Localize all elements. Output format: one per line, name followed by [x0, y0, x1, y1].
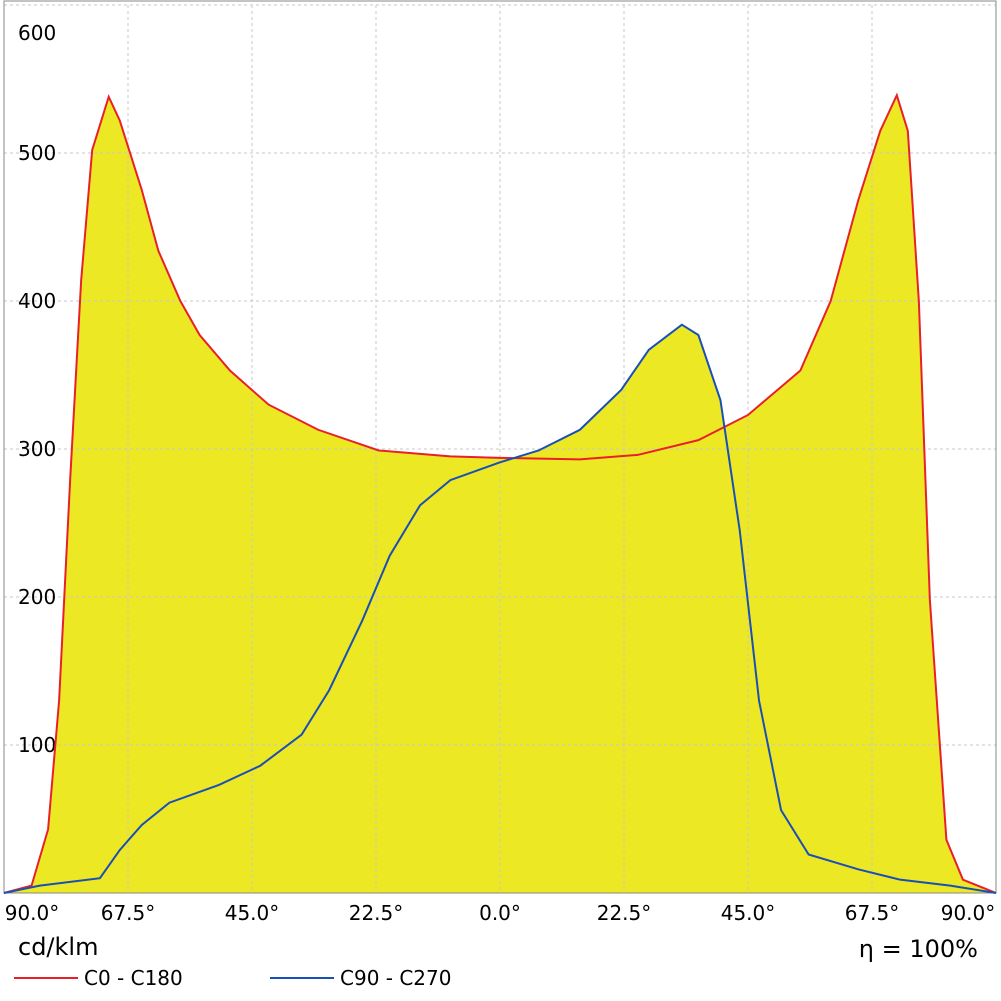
- x-tick-label: 45.0°: [225, 901, 280, 925]
- efficiency-annotation: η = 100%: [859, 935, 978, 963]
- y-tick-label: 300: [18, 437, 56, 461]
- unit-label: cd/klm: [18, 933, 98, 961]
- series-line: [3, 323, 997, 894]
- plot-frame: [3, 0, 997, 894]
- series-line: [3, 92, 997, 894]
- y-tick-label: 500: [18, 141, 56, 165]
- x-tick-label: 0.0°: [479, 901, 521, 925]
- x-tick-label: 22.5°: [597, 901, 652, 925]
- x-tick-label: 90.0°: [5, 901, 60, 925]
- x-tick-label: 45.0°: [721, 901, 776, 925]
- legend-label: C90 - C270: [340, 966, 451, 990]
- x-tick-label: 67.5°: [845, 901, 900, 925]
- y-tick-label: 600: [18, 21, 56, 45]
- x-tick-label: 67.5°: [101, 901, 156, 925]
- x-tick-label: 90.0°: [941, 901, 996, 925]
- legend-label: C0 - C180: [84, 966, 183, 990]
- y-tick-label: 100: [18, 733, 56, 757]
- y-tick-label: 200: [18, 585, 56, 609]
- x-tick-label: 22.5°: [349, 901, 404, 925]
- y-tick-label: 400: [18, 289, 56, 313]
